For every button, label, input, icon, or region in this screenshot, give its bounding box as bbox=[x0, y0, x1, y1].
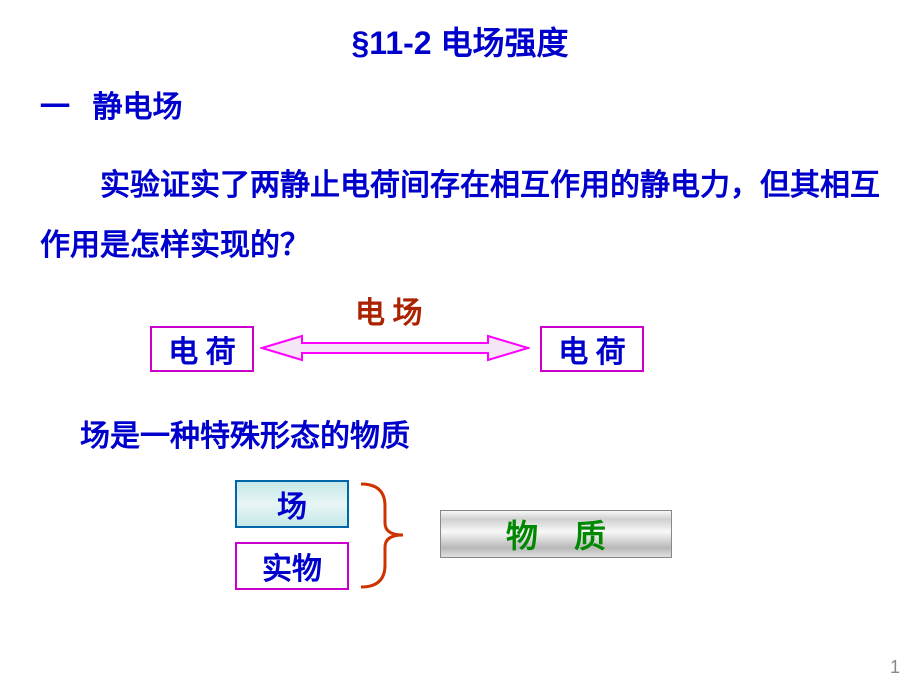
charge-box-left: 电 荷 bbox=[150, 326, 254, 372]
page-number: 1 bbox=[890, 657, 900, 678]
double-arrow-icon bbox=[260, 334, 530, 362]
paragraph-1: 实验证实了两静止电荷间存在相互作用的静电力，但其相互作用是怎样实现的？ bbox=[40, 156, 890, 276]
sentence-2: 场是一种特殊形态的物质 bbox=[80, 411, 920, 455]
field-box: 场 bbox=[235, 480, 349, 528]
diagram-matter: 场 实物 物 质 bbox=[0, 480, 920, 610]
section-heading: 一 静电场 bbox=[40, 82, 920, 126]
section-name: 静电场 bbox=[93, 91, 183, 124]
brace-icon bbox=[355, 478, 415, 593]
diagram-charge-field: 电 场 电 荷 电 荷 bbox=[0, 296, 920, 376]
section-number: 一 bbox=[40, 91, 70, 124]
page-title: §11-2 电场强度 bbox=[0, 0, 920, 64]
charge-box-right: 电 荷 bbox=[540, 326, 644, 372]
matter-box: 物 质 bbox=[440, 510, 672, 558]
field-label: 电 场 bbox=[355, 288, 423, 332]
entity-box: 实物 bbox=[235, 542, 349, 590]
